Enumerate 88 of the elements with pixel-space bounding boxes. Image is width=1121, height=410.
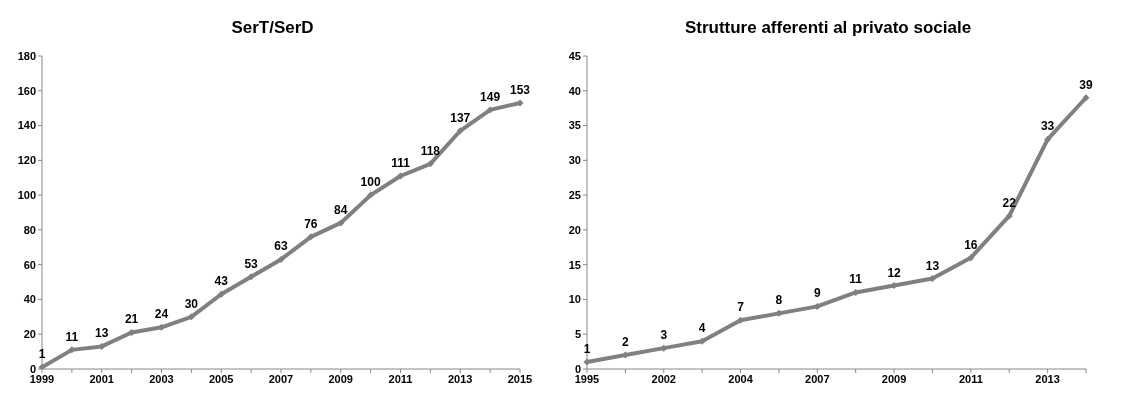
data-label: 53 (244, 256, 259, 271)
y-tick-label: 100 (17, 189, 36, 202)
point (660, 344, 668, 352)
x-tick-label: 2007 (805, 372, 830, 385)
y-tick-label: 140 (17, 119, 36, 132)
x-tick-label: 2005 (209, 372, 234, 385)
point (516, 99, 524, 107)
x-tick-label: 2011 (388, 372, 413, 385)
data-label: 1 (583, 342, 591, 357)
data-label: 4 (698, 321, 706, 336)
data-label: 118 (420, 143, 441, 158)
x-tick-label: 2007 (268, 372, 294, 385)
y-tick-label: 180 (17, 49, 36, 62)
data-label: 22 (1002, 195, 1017, 210)
point (367, 191, 375, 199)
y-tick-label: 0 (29, 362, 36, 375)
data-label: 16 (964, 237, 978, 252)
data-label: 76 (304, 216, 318, 231)
y-tick-label: 20 (568, 223, 581, 236)
data-label: 39 (1079, 77, 1093, 92)
data-label: 33 (1040, 119, 1055, 134)
data-label: 137 (450, 110, 471, 125)
x-tick-label: 1999 (29, 372, 55, 385)
x-tick-label: 1995 (574, 372, 600, 385)
chart-title: Strutture afferenti al privato sociale (683, 17, 973, 39)
y-tick-label: 35 (568, 119, 581, 132)
x-tick-label: 2009 (881, 372, 907, 385)
x-tick-label: 2011 (958, 372, 983, 385)
point (217, 290, 225, 298)
data-label: 30 (184, 296, 199, 311)
point (967, 254, 975, 262)
data-label: 149 (480, 89, 501, 104)
point (247, 273, 255, 281)
y-tick-label: 0 (574, 362, 581, 375)
data-label: 111 (391, 155, 411, 170)
y-tick-label: 80 (23, 223, 36, 236)
point (337, 219, 345, 227)
point (1044, 135, 1052, 143)
y-tick-label: 5 (574, 328, 581, 341)
y-tick-label: 160 (17, 84, 36, 97)
data-label: 100 (360, 175, 381, 190)
y-tick-label: 25 (568, 189, 581, 202)
x-tick-label: 2002 (651, 372, 677, 385)
data-label: 21 (124, 312, 139, 327)
point (1005, 212, 1013, 220)
y-tick-label: 45 (568, 49, 581, 62)
point (307, 233, 315, 241)
y-tick-label: 20 (23, 328, 36, 341)
y-tick-label: 10 (568, 293, 581, 306)
data-label: 3 (660, 328, 668, 343)
point (426, 160, 434, 168)
point (486, 106, 494, 114)
y-tick-label: 60 (23, 258, 36, 271)
point (1082, 94, 1090, 102)
x-tick-label: 2001 (89, 372, 114, 385)
x-tick-label: 2004 (728, 372, 754, 385)
data-label: 12 (887, 265, 902, 280)
data-label: 11 (65, 329, 79, 344)
data-label: 84 (334, 202, 348, 217)
y-tick-label: 40 (568, 84, 581, 97)
data-label: 7 (737, 300, 745, 315)
data-label: 24 (154, 307, 169, 322)
data-label: 153 (509, 82, 531, 97)
y-tick-label: 40 (23, 293, 36, 306)
point (158, 323, 165, 331)
data-label: 13 (95, 326, 109, 341)
point (583, 358, 591, 366)
data-label: 11 (849, 272, 863, 287)
x-tick-label: 2013 (1035, 372, 1060, 385)
point (277, 255, 285, 263)
x-tick-label: 2013 (448, 372, 473, 385)
x-tick-label: 2003 (149, 372, 174, 385)
x-tick-label: 2015 (507, 372, 533, 385)
data-label: 9 (813, 286, 821, 301)
y-tick-label: 30 (568, 154, 581, 167)
data-label: 2 (622, 335, 630, 350)
chart-title: SerT/SerD (230, 17, 315, 39)
point (397, 172, 404, 180)
point (187, 313, 195, 321)
x-tick-label: 2009 (328, 372, 353, 385)
y-tick-label: 15 (568, 258, 581, 271)
y-tick-label: 120 (17, 154, 36, 167)
point (456, 127, 464, 135)
data-label: 8 (775, 293, 783, 308)
data-label: 63 (274, 239, 288, 254)
data-label: 13 (925, 258, 940, 273)
data-label: 43 (214, 274, 229, 289)
data-label: 1 (38, 347, 46, 362)
